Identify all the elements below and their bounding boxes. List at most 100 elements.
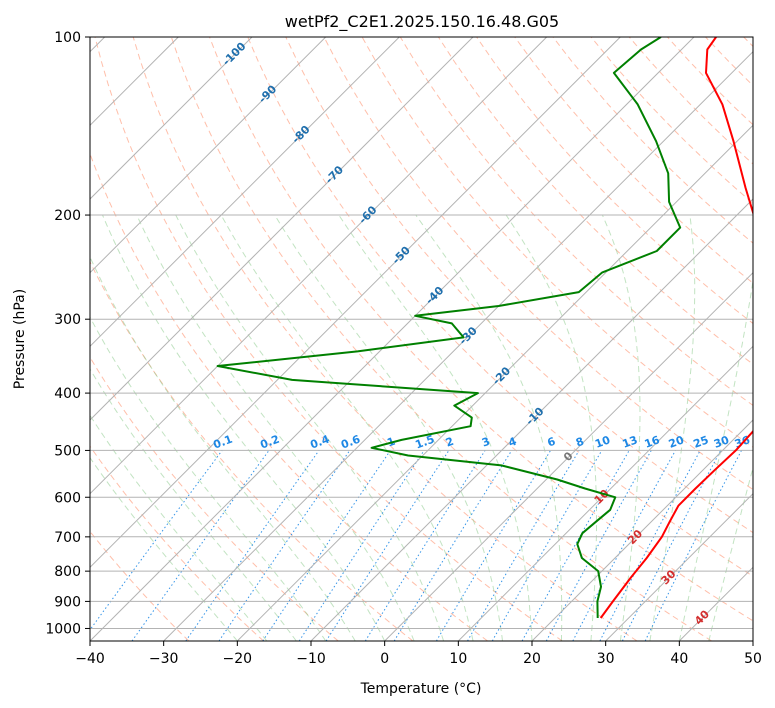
isotherm-line	[163, 50, 753, 641]
chart-title: wetPf2_C2E1.2025.150.16.48.G05	[285, 12, 559, 32]
y-tick-label: 400	[54, 386, 81, 402]
moist-adiabat-line	[90, 414, 268, 641]
x-tick-label: 50	[744, 651, 762, 667]
mixing-ratio-label: 6	[546, 435, 558, 450]
moist-adiabat-line	[274, 214, 503, 641]
isotherm-line	[90, 37, 253, 200]
dry-adiabat-line	[437, 37, 753, 365]
moist-adiabat-line	[102, 214, 386, 641]
mixing-ratio-line	[298, 450, 425, 641]
mixing-ratio-label: 30	[712, 433, 731, 451]
dry-adiabat-line	[247, 37, 753, 577]
dry-adiabat-line	[209, 37, 753, 622]
temperature-line	[599, 37, 753, 619]
isotherm-line	[752, 640, 753, 641]
x-tick-label: 30	[597, 651, 615, 667]
mixing-ratio-label: 10	[593, 433, 612, 451]
x-axis-ticks: −40 −30 −20 −10 0 10 20 30 40 50	[75, 641, 762, 667]
mixing-ratio-line	[262, 450, 391, 641]
mixing-ratio-label: 0.1	[212, 433, 235, 452]
dry-adiabat-line	[476, 37, 753, 325]
mixing-ratio-line	[325, 450, 450, 641]
x-tick-label: 0	[380, 651, 389, 667]
mixing-ratio-label: 4	[507, 435, 519, 450]
x-tick-label: 40	[670, 651, 688, 667]
y-axis-label: Pressure (hPa)	[12, 289, 28, 389]
moist-adiabat-line	[708, 466, 753, 641]
mixing-ratio-label: 25	[692, 433, 711, 450]
isotherm-line	[605, 492, 753, 641]
mixing-ratio-line	[393, 450, 513, 641]
dry-adiabat-line	[667, 37, 753, 126]
dewpoint-line	[216, 37, 682, 619]
x-tick-label: −20	[223, 651, 253, 667]
isotherm-line	[90, 37, 400, 348]
y-axis-ticks: 100 200 300 400 500 600 700 800 900 1000	[45, 30, 90, 637]
y-tick-label: 200	[54, 208, 81, 224]
dry-adiabat-line	[90, 260, 414, 641]
mixing-ratio-line	[435, 450, 552, 641]
mixing-ratio-label: 3	[480, 435, 492, 450]
mixing-ratio-label: 13	[621, 433, 640, 450]
moist-adiabats	[90, 214, 753, 641]
mixing-ratio-line	[364, 450, 486, 641]
moist-adiabat-line	[601, 214, 641, 641]
pressure-gridlines	[90, 37, 753, 629]
x-tick-label: 10	[449, 651, 467, 667]
isotherm-line	[457, 345, 753, 641]
mixing-ratio-line	[572, 450, 676, 641]
x-axis-label: Temperature (°C)	[360, 681, 482, 697]
isotherm-line	[384, 271, 753, 641]
y-tick-label: 100	[54, 30, 81, 46]
dry-adiabat-line	[90, 356, 339, 641]
mixing-ratio-labels: 0.1 0.2 0.4 0.6 1 1.5 2 3 4 6 8 10 13 16 20 25 30 36	[212, 433, 753, 452]
y-tick-label: 700	[54, 530, 81, 546]
isotherm-line	[90, 37, 695, 641]
moist-adiabat-line	[415, 214, 563, 641]
isotherm-line	[236, 124, 753, 641]
moist-adiabat-line	[338, 214, 533, 641]
mixing-ratio-line	[467, 450, 580, 641]
y-tick-label: 1000	[45, 621, 81, 637]
mixing-ratio-label: 0.6	[339, 433, 362, 452]
dry-adiabat-line	[90, 445, 264, 641]
mixing-ratio-label: 8	[574, 435, 586, 450]
dry-adiabat-line	[323, 37, 753, 491]
mixing-ratio-line	[90, 450, 223, 631]
isotherms	[90, 37, 753, 641]
y-tick-label: 800	[54, 564, 81, 580]
isotherm-label: 30	[659, 567, 679, 587]
mixing-ratio-line	[521, 450, 630, 641]
mixing-ratio-lines	[90, 450, 742, 641]
mixing-ratio-label: 16	[643, 433, 662, 451]
moist-adiabat-line	[136, 214, 415, 641]
dry-adiabat-line	[132, 37, 638, 641]
dry-adiabat-line	[94, 37, 563, 641]
dry-adiabat-line	[705, 37, 753, 87]
dry-adiabat-line	[90, 152, 488, 641]
isotherm-line	[90, 37, 474, 421]
y-tick-label: 500	[54, 443, 81, 459]
moist-adiabat-line	[90, 368, 297, 641]
mixing-ratio-line	[185, 450, 320, 641]
moist-adiabat-line	[220, 214, 474, 641]
mixing-ratio-label: 2	[444, 435, 456, 450]
x-tick-label: −40	[75, 651, 105, 667]
moist-adiabat-line	[678, 277, 753, 641]
isotherm-line	[90, 37, 621, 569]
mixing-ratio-label: 0.2	[258, 433, 281, 452]
sounding-profiles	[216, 37, 753, 619]
mixing-ratio-line	[621, 450, 722, 641]
y-tick-label: 600	[54, 490, 81, 506]
moist-adiabat-line	[505, 214, 597, 641]
mixing-ratio-line	[218, 450, 351, 641]
dry-adiabats	[90, 37, 753, 641]
dry-adiabat-line	[285, 37, 753, 534]
mixing-ratio-label: 20	[667, 433, 686, 451]
dry-adiabat-line	[90, 530, 190, 641]
isotherm-line	[90, 37, 548, 495]
x-tick-label: −10	[296, 651, 326, 667]
dry-adiabat-line	[743, 37, 753, 48]
dry-adiabat-line	[170, 37, 712, 641]
